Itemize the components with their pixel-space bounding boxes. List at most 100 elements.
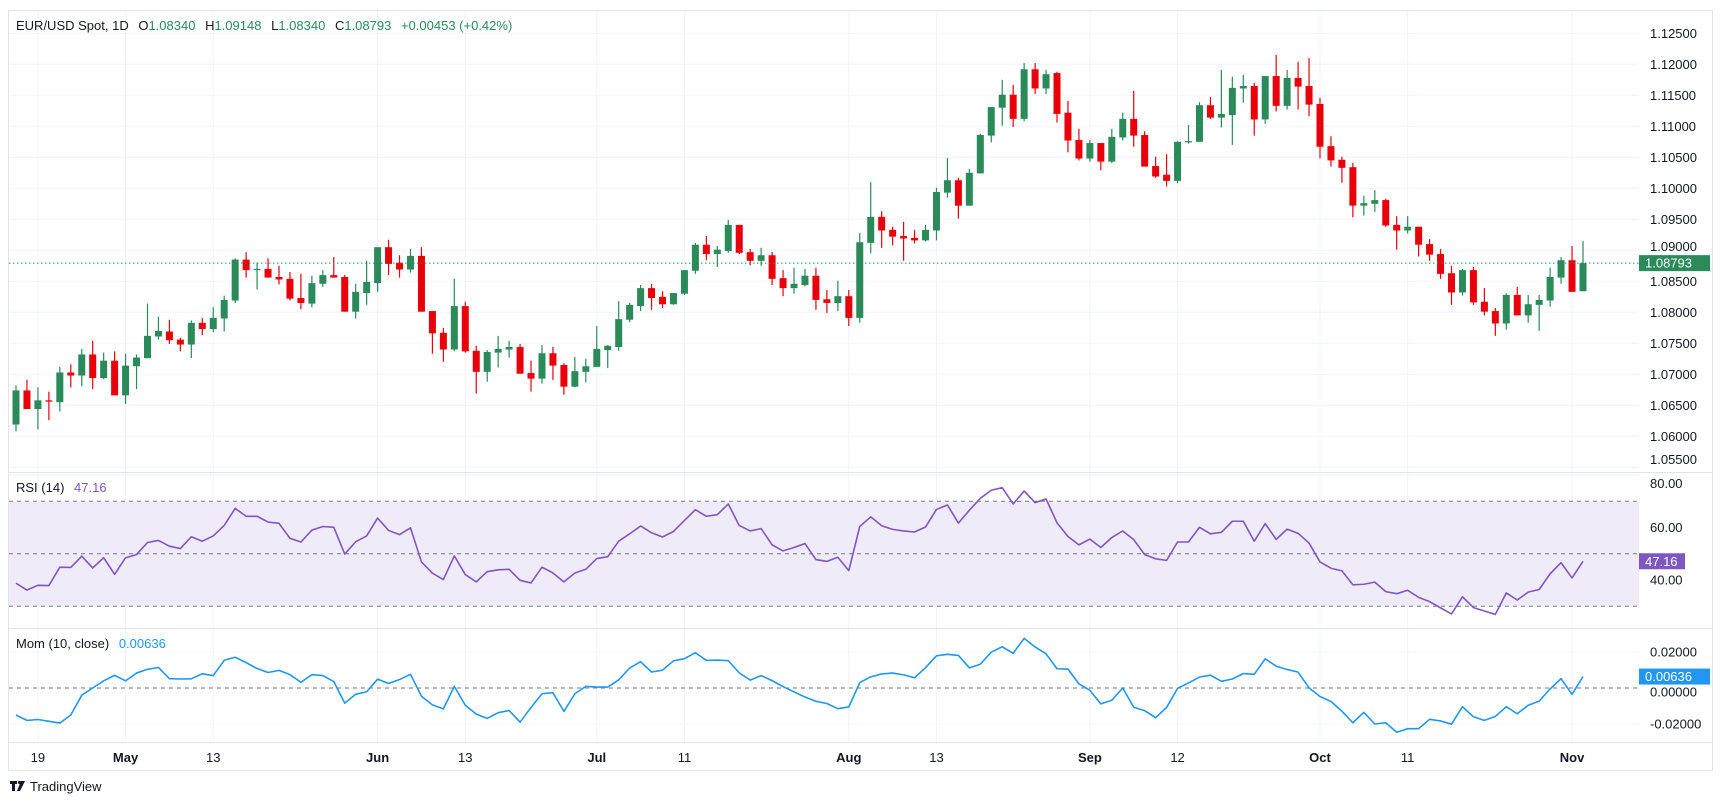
candle-bearish[interactable] — [1250, 82, 1258, 136]
candle-bullish[interactable] — [965, 169, 973, 206]
candle-bearish[interactable] — [889, 226, 897, 246]
candle-bearish[interactable] — [264, 258, 272, 278]
candle-bearish[interactable] — [286, 272, 294, 301]
candle-bullish[interactable] — [615, 301, 623, 351]
candle-bearish[interactable] — [954, 177, 962, 219]
candle-bullish[interactable] — [133, 354, 141, 390]
candle-bearish[interactable] — [1426, 239, 1434, 261]
candle-bearish[interactable] — [1415, 226, 1423, 257]
candle-bullish[interactable] — [1195, 102, 1203, 142]
candle-bearish[interactable] — [385, 239, 393, 276]
candle-bullish[interactable] — [308, 275, 316, 308]
candle-bullish[interactable] — [932, 187, 940, 241]
candle-bearish[interactable] — [659, 291, 667, 308]
candle-bullish[interactable] — [998, 79, 1006, 126]
candle-bullish[interactable] — [363, 260, 371, 305]
candle-bullish[interactable] — [604, 345, 612, 369]
candle-bearish[interactable] — [472, 345, 480, 394]
candle-bearish[interactable] — [275, 265, 283, 285]
rsi-title[interactable]: RSI (14) — [16, 480, 64, 495]
candle-bearish[interactable] — [1009, 84, 1017, 127]
candle-bullish[interactable] — [12, 385, 20, 432]
candle-bearish[interactable] — [1447, 265, 1455, 305]
candle-bearish[interactable] — [1513, 286, 1521, 316]
candle-bearish[interactable] — [23, 379, 31, 410]
candle-bullish[interactable] — [1502, 293, 1510, 330]
candle-bearish[interactable] — [648, 283, 656, 310]
momentum-title[interactable]: Mom (10, close) — [16, 636, 109, 651]
candle-bearish[interactable] — [1469, 267, 1477, 305]
candle-bearish[interactable] — [198, 317, 206, 336]
candle-bearish[interactable] — [878, 211, 886, 248]
candle-bearish[interactable] — [1327, 136, 1335, 167]
candle-bullish[interactable] — [987, 107, 995, 143]
candle-bearish[interactable] — [845, 289, 853, 326]
candle-bearish[interactable] — [911, 229, 919, 244]
candle-bearish[interactable] — [1305, 58, 1313, 117]
candle-bearish[interactable] — [428, 311, 436, 354]
candle-bullish[interactable] — [724, 219, 732, 253]
candle-bullish[interactable] — [1217, 69, 1225, 128]
candle-bullish[interactable] — [856, 232, 864, 323]
candle-bearish[interactable] — [768, 252, 776, 286]
candle-bullish[interactable] — [943, 157, 951, 198]
candle-bearish[interactable] — [396, 255, 404, 278]
candle-bearish[interactable] — [1480, 288, 1488, 316]
candle-bullish[interactable] — [691, 242, 699, 274]
candle-bullish[interactable] — [571, 356, 579, 388]
candle-bullish[interactable] — [505, 340, 513, 358]
candle-bullish[interactable] — [1371, 190, 1379, 212]
candle-bullish[interactable] — [801, 268, 809, 287]
candle-bullish[interactable] — [187, 320, 195, 359]
tradingview-logo[interactable]: TradingView — [10, 779, 102, 794]
candle-bullish[interactable] — [834, 280, 842, 312]
candle-bearish[interactable] — [176, 337, 184, 352]
candle-bullish[interactable] — [319, 270, 327, 287]
candle-bullish[interactable] — [154, 316, 162, 340]
candle-bullish[interactable] — [1535, 294, 1543, 331]
candle-bullish[interactable] — [494, 335, 502, 368]
candle-bearish[interactable] — [560, 363, 568, 395]
candle-bearish[interactable] — [516, 343, 524, 374]
candle-bearish[interactable] — [1097, 143, 1105, 171]
candle-bullish[interactable] — [790, 267, 798, 294]
candle-bearish[interactable] — [735, 224, 743, 255]
candle-bullish[interactable] — [1228, 76, 1236, 145]
candle-bullish[interactable] — [593, 325, 601, 367]
candle-bearish[interactable] — [297, 273, 305, 310]
candle-bullish[interactable] — [1546, 267, 1554, 307]
candle-bearish[interactable] — [1294, 61, 1302, 110]
candle-bullish[interactable] — [78, 348, 86, 387]
candle-bearish[interactable] — [746, 249, 754, 266]
candle-bearish[interactable] — [1064, 100, 1072, 153]
candle-bullish[interactable] — [231, 258, 239, 303]
candle-bullish[interactable] — [637, 285, 645, 312]
candle-bullish[interactable] — [1283, 69, 1291, 110]
candle-bearish[interactable] — [1031, 63, 1039, 95]
candle-bearish[interactable] — [1152, 156, 1160, 178]
candle-bearish[interactable] — [417, 247, 425, 312]
candle-bullish[interactable] — [669, 293, 677, 305]
candle-bullish[interactable] — [1360, 195, 1368, 216]
candle-bullish[interactable] — [352, 283, 360, 319]
candle-bullish[interactable] — [680, 270, 688, 295]
candle-bullish[interactable] — [1404, 216, 1412, 234]
candle-bearish[interactable] — [461, 301, 469, 353]
candle-bearish[interactable] — [242, 252, 250, 278]
candle-bearish[interactable] — [1075, 128, 1083, 161]
candle-bullish[interactable] — [1579, 241, 1587, 292]
candle-bearish[interactable] — [1272, 55, 1280, 112]
candle-bearish[interactable] — [823, 289, 831, 313]
candle-bullish[interactable] — [922, 224, 930, 242]
candle-bearish[interactable] — [341, 275, 349, 312]
candle-bearish[interactable] — [1349, 162, 1357, 218]
candle-bearish[interactable] — [1382, 198, 1390, 227]
candle-bearish[interactable] — [900, 221, 908, 261]
candle-bullish[interactable] — [626, 303, 634, 323]
candle-bullish[interactable] — [1239, 74, 1247, 103]
candle-bullish[interactable] — [56, 366, 64, 412]
candle-bullish[interactable] — [122, 353, 130, 405]
candle-bullish[interactable] — [1174, 141, 1182, 184]
candle-bearish[interactable] — [1141, 131, 1149, 167]
